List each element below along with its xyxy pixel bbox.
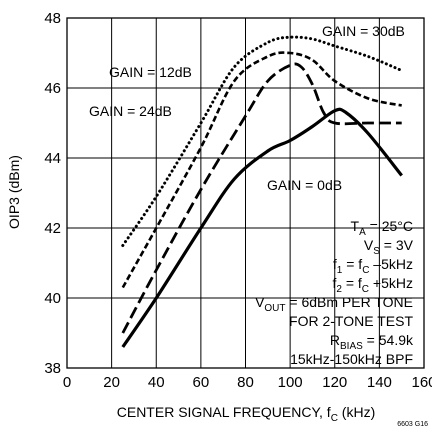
cond-f1: f1 = fC –5kHz [333,256,413,276]
x-tick-label: 120 [322,374,347,391]
y-tick-label: 40 [44,290,61,307]
series-line-gain-0db [121,107,403,348]
label-gain-30db: GAIN = 30dB [322,23,405,39]
cond-ta: TA = 25°C [351,218,413,238]
y-tick-label: 44 [44,150,61,167]
series-line-gain-24db [121,51,402,289]
y-tick-label: 48 [44,10,61,27]
x-tick-label: 20 [103,374,120,391]
x-tick-label: 40 [148,374,165,391]
plot-frame [66,17,425,369]
grid [67,18,424,368]
series-group [121,35,404,348]
y-tick-label: 38 [44,360,61,377]
cond-bpf: 15kHz-150kHz BPF [290,351,413,367]
label-gain-24db: GAIN = 24dB [89,103,172,119]
cond-tone: FOR 2-TONE TEST [289,313,413,329]
figure-id: 6603 G16 [397,421,428,428]
cond-rbias: RBIAS = 54.9k [330,332,414,352]
label-gain-0db: GAIN = 0dB [267,177,342,193]
x-axis-title: CENTER SIGNAL FREQUENCY, fC (kHz) [117,404,376,424]
cond-vout: VOUT = 6dBm PER TONE [255,294,413,314]
cond-f2: f2 = fC +5kHz [332,275,413,295]
series-line-gain-30db [121,35,404,247]
x-tick-label: 60 [193,374,210,391]
y-tick-label: 42 [44,220,61,237]
x-tick-label: 140 [367,374,392,391]
y-axis-title: OIP3 (dBm) [6,155,22,229]
label-gain-12db: GAIN = 12dB [109,64,192,80]
tick-labels: 0 20 40 60 80 100 120 140 160 38 40 42 44 46 48 [44,10,432,391]
series-line-gain-12db [121,62,402,334]
x-tick-label: 160 [411,374,432,391]
y-tick-label: 46 [44,80,61,97]
x-tick-label: 0 [63,374,71,391]
x-tick-label: 80 [237,374,254,391]
x-tick-label: 100 [278,374,303,391]
cond-vs: VS = 3V [364,237,414,257]
test-conditions: TA = 25°C VS = 3V f1 = fC –5kHz f2 = fC … [255,218,414,367]
